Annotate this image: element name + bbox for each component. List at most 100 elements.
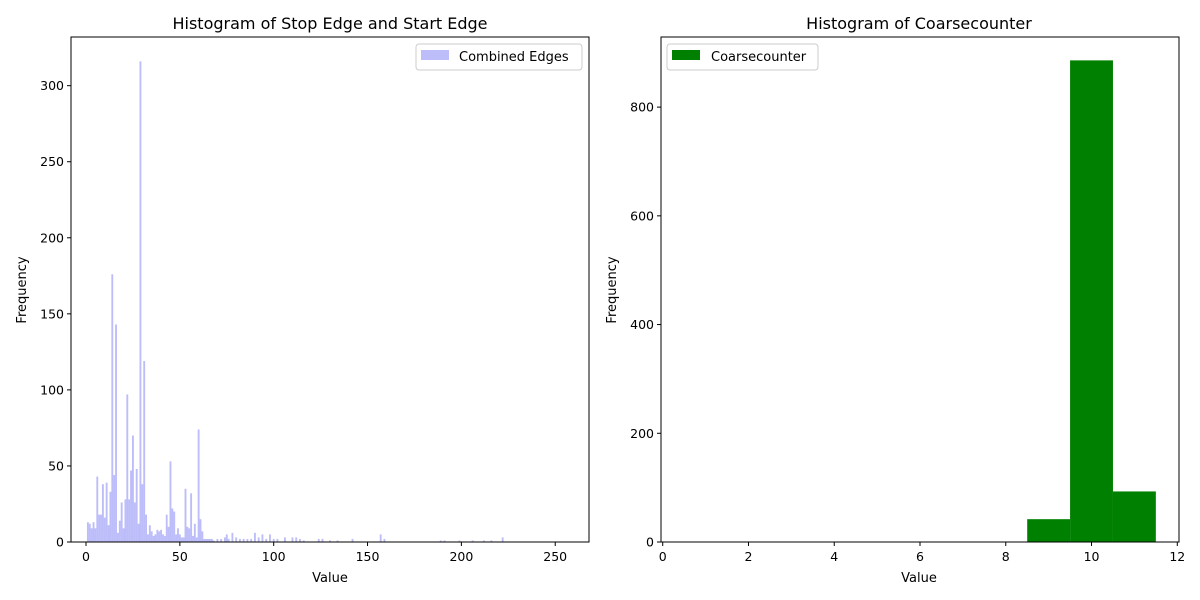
bar [96, 476, 99, 542]
y-tick-label: 0 [646, 535, 654, 550]
bar [276, 538, 279, 542]
bar [177, 528, 179, 542]
bar [143, 360, 146, 542]
bar [471, 540, 474, 542]
bar [261, 534, 264, 542]
chart-title: Histogram of Coarsecounter [806, 14, 1032, 33]
legend-frame [666, 43, 819, 71]
bar [178, 534, 181, 542]
bar [139, 61, 142, 543]
bar [103, 517, 106, 542]
y-tick-label: 300 [40, 78, 64, 93]
bar [124, 499, 127, 542]
bar [116, 532, 119, 542]
bar [190, 493, 193, 542]
bar [227, 538, 230, 542]
bar [235, 537, 238, 542]
bar [186, 526, 189, 542]
bar [131, 435, 134, 542]
bars-group [86, 61, 504, 543]
bar [113, 475, 116, 542]
bar [152, 535, 155, 542]
bar [1027, 519, 1071, 542]
bar [501, 537, 504, 542]
plot-frame [70, 36, 590, 543]
bar [321, 538, 324, 542]
y-tick-label: 50 [48, 458, 64, 473]
bar [210, 538, 213, 542]
bar [223, 537, 226, 542]
bar [141, 484, 144, 542]
x-axis-label: Value [901, 571, 937, 586]
y-ticks: 0 50 100 150 200 250 300 [40, 78, 71, 550]
chart-title: Histogram of Stop Edge and Start Edge [172, 14, 487, 33]
bar [291, 537, 294, 542]
legend-label: Combined Edges [459, 50, 569, 65]
bar [111, 274, 114, 542]
bar [182, 537, 185, 542]
bar [107, 525, 110, 542]
bar [192, 535, 194, 542]
bar [120, 502, 123, 542]
x-tick-label: 2 [745, 549, 753, 564]
y-tick-label: 600 [630, 208, 654, 223]
bar [133, 502, 136, 542]
x-axis-label: Value [312, 571, 348, 586]
y-tick-label: 0 [56, 535, 64, 550]
bar [443, 540, 446, 542]
bar [458, 540, 461, 542]
plot-frame [660, 36, 1180, 543]
bar [193, 523, 196, 542]
y-tick-label: 150 [40, 306, 64, 321]
bar [351, 538, 354, 542]
y-tick-label: 400 [630, 317, 654, 332]
bar [118, 520, 121, 542]
x-ticks: 0 50 100 150 200 250 [82, 542, 567, 564]
bar [169, 461, 172, 542]
bar [147, 534, 149, 542]
bar [482, 540, 485, 542]
x-tick-label: 200 [449, 549, 473, 564]
bars-group [1027, 60, 1156, 542]
bar [329, 540, 331, 542]
bar [128, 499, 131, 542]
y-tick-label: 800 [630, 100, 654, 115]
bar [137, 523, 140, 542]
bar [1112, 491, 1156, 542]
x-tick-label: 0 [659, 549, 667, 564]
bar [126, 394, 129, 542]
x-tick-label: 150 [356, 549, 380, 564]
bar [94, 528, 97, 542]
x-tick-label: 8 [1002, 549, 1010, 564]
y-ticks: 0 200 400 600 800 [630, 100, 661, 550]
bar [203, 538, 206, 542]
bar [101, 484, 104, 542]
legend: Combined Edges [415, 43, 583, 71]
y-tick-label: 100 [40, 382, 64, 397]
bar [173, 511, 176, 542]
bar [238, 538, 241, 542]
y-axis-label: Frequency [605, 256, 620, 323]
bar [269, 534, 271, 542]
bar [250, 538, 253, 542]
bar [197, 429, 200, 542]
bar [257, 537, 260, 542]
bar [199, 519, 202, 542]
bar [86, 522, 89, 542]
bar [383, 538, 386, 542]
bar [148, 525, 151, 542]
bar [336, 540, 339, 542]
x-tick-label: 0 [82, 549, 90, 564]
bar [160, 529, 163, 542]
bar [379, 534, 382, 542]
bar [272, 538, 275, 542]
bar [201, 531, 204, 542]
legend-label: Coarsecounter [711, 50, 807, 65]
bar [317, 538, 320, 542]
bar [246, 538, 249, 542]
bar [135, 468, 138, 542]
bar [162, 534, 164, 542]
bar [90, 528, 93, 542]
x-ticks: 0 2 4 6 8 10 12 [659, 542, 1185, 564]
